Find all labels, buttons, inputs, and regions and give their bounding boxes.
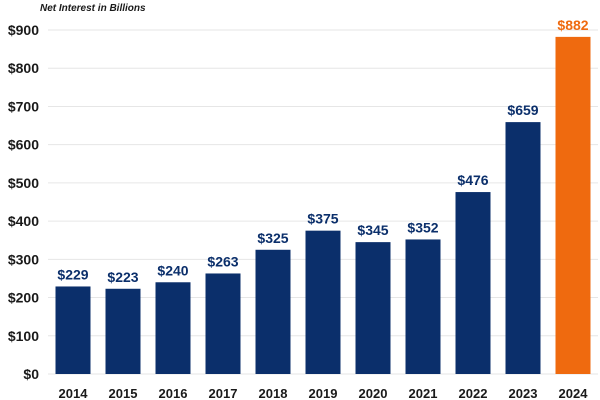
y-tick-label: $500 xyxy=(8,175,39,191)
y-tick-label: $0 xyxy=(23,366,39,382)
data-label: $229 xyxy=(57,266,88,282)
y-tick-label: $800 xyxy=(8,60,39,76)
data-labels: $229 $223 $240 $263 $325 $375 $345 $352 $476 $659… xyxy=(57,17,588,285)
y-tick-label: $700 xyxy=(8,98,39,114)
x-tick-label: 2016 xyxy=(159,386,188,400)
x-tick-label: 2017 xyxy=(209,386,238,400)
bar-2017 xyxy=(205,273,241,374)
x-axis-ticks: 2014 2015 2016 2017 2018 2019 2020 2021 2022 2023… xyxy=(59,386,589,400)
data-label: $476 xyxy=(457,172,488,188)
bar-2023 xyxy=(505,122,541,374)
y-tick-label: $300 xyxy=(8,251,39,267)
data-label: $345 xyxy=(357,222,388,238)
bar-2022 xyxy=(455,192,491,374)
y-tick-label: $200 xyxy=(8,290,39,306)
data-label: $659 xyxy=(507,102,538,118)
x-tick-label: 2022 xyxy=(459,386,488,400)
data-label: $882 xyxy=(557,17,588,33)
bar-2019 xyxy=(305,230,341,374)
bar-2021 xyxy=(405,239,441,374)
x-tick-label: 2015 xyxy=(109,386,138,400)
y-tick-label: $900 xyxy=(8,22,39,38)
x-tick-label: 2023 xyxy=(509,386,538,400)
x-tick-label: 2014 xyxy=(59,386,89,400)
bar-2024 xyxy=(555,36,591,374)
data-label: $223 xyxy=(107,269,138,285)
bar-2015 xyxy=(105,288,141,374)
y-tick-label: $600 xyxy=(8,137,39,153)
bar-2018 xyxy=(255,249,291,374)
x-tick-label: 2019 xyxy=(309,386,338,400)
x-tick-label: 2018 xyxy=(259,386,288,400)
y-tick-label: $100 xyxy=(8,328,39,344)
x-tick-label: 2021 xyxy=(409,386,438,400)
bar-2016 xyxy=(155,282,191,374)
bar-2014 xyxy=(55,286,91,374)
x-tick-label: 2024 xyxy=(559,386,589,400)
data-label: $352 xyxy=(407,219,438,235)
bars xyxy=(55,36,591,374)
bar-2020 xyxy=(355,242,391,374)
x-tick-label: 2020 xyxy=(359,386,388,400)
data-label: $240 xyxy=(157,262,188,278)
y-axis-ticks: $0 $100 $200 $300 $400 $500 $600 $700 $800 $900 xyxy=(8,22,39,382)
y-axis-title: Net Interest in Billions xyxy=(40,3,146,14)
y-tick-label: $400 xyxy=(8,213,39,229)
data-label: $375 xyxy=(307,211,338,227)
data-label: $325 xyxy=(257,230,288,246)
data-label: $263 xyxy=(207,253,238,269)
